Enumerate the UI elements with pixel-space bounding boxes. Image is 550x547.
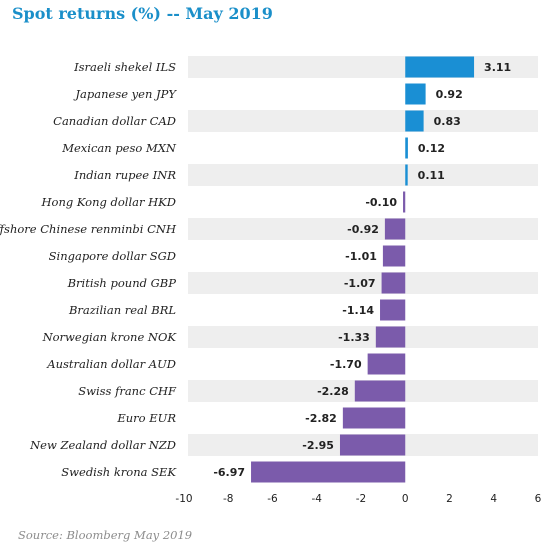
category-label: Offshore Chinese renminbi CNH (0, 222, 177, 236)
category-label: Brazilian real BRL (68, 303, 176, 317)
bar (382, 245, 406, 267)
bar (384, 218, 406, 240)
category-label: Singapore dollar SGD (49, 249, 176, 263)
x-tick-label: 6 (535, 493, 542, 505)
row-band (188, 218, 538, 240)
bar (405, 137, 408, 159)
x-axis: -10 -8 -6 -4 -2 0 2 4 6 (175, 493, 541, 505)
x-tick-label: -6 (267, 493, 278, 505)
category-label: Canadian dollar CAD (53, 114, 176, 128)
x-tick-label: -8 (223, 493, 233, 505)
value-label: -1.01 (345, 250, 377, 263)
x-tick-label: 2 (446, 493, 453, 505)
value-label: -0.92 (347, 223, 379, 236)
source-note: Source: Bloomberg May 2019 (18, 528, 193, 542)
value-label: -2.82 (305, 412, 337, 425)
x-tick-label: -4 (312, 493, 323, 505)
x-tick-label: -10 (175, 493, 192, 505)
bar (405, 110, 424, 132)
category-label: Swiss franc CHF (78, 384, 177, 398)
value-label: -6.97 (213, 466, 245, 479)
bar (251, 461, 406, 483)
bar (375, 326, 406, 348)
bar (354, 380, 406, 402)
value-label: -2.95 (302, 439, 334, 452)
bar (342, 407, 406, 429)
category-label: Australian dollar AUD (46, 357, 176, 371)
bar (405, 83, 426, 105)
chart-title: Spot returns (%) -- May 2019 (12, 4, 273, 23)
x-tick-label: 4 (490, 493, 497, 505)
value-label: 3.11 (484, 61, 511, 74)
x-tick-label: -2 (356, 493, 366, 505)
category-label: Euro EUR (116, 411, 176, 425)
category-label: Israeli shekel ILS (73, 60, 176, 74)
row-band (188, 326, 538, 348)
bar (367, 353, 406, 375)
value-label: -1.33 (338, 331, 370, 344)
bar (405, 56, 475, 78)
bar (403, 191, 406, 213)
x-tick-label: 0 (402, 493, 409, 505)
value-label: 0.83 (434, 115, 461, 128)
value-label: -1.14 (342, 304, 374, 317)
category-label: Swedish krona SEK (61, 465, 177, 479)
category-label: Japanese yen JPY (73, 87, 177, 101)
category-label: Indian rupee INR (73, 168, 176, 182)
category-label: Mexican peso MXN (61, 141, 177, 155)
row-band (188, 164, 538, 186)
value-label: -1.07 (344, 277, 376, 290)
bar (380, 299, 406, 321)
category-label: British pound GBP (67, 276, 177, 290)
row-band (188, 272, 538, 294)
category-label: New Zealand dollar NZD (29, 438, 176, 452)
category-label: Hong Kong dollar HKD (41, 195, 177, 209)
category-labels: Israeli shekel ILS Japanese yen JPY Canadi… (0, 60, 177, 479)
category-label: Norwegian krone NOK (42, 330, 178, 344)
value-label: -0.10 (365, 196, 397, 209)
row-band (188, 110, 538, 132)
bar (405, 164, 408, 186)
bars (251, 56, 475, 483)
value-label: 0.12 (418, 142, 445, 155)
bar (381, 272, 406, 294)
value-label: 0.92 (436, 88, 463, 101)
value-label: -2.28 (317, 385, 349, 398)
value-label: -1.70 (330, 358, 362, 371)
value-labels: 3.11 0.92 0.83 0.12 0.11 -0.10 -0.92 -1.01 -1.07… (213, 61, 511, 479)
bar (339, 434, 406, 456)
value-label: 0.11 (418, 169, 445, 182)
